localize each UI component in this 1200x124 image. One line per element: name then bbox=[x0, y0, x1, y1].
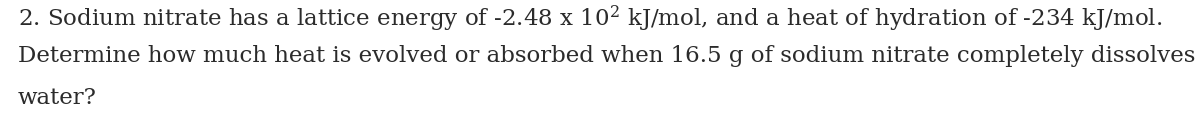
Text: Determine how much heat is evolved or absorbed when 16.5 g of sodium nitrate com: Determine how much heat is evolved or ab… bbox=[18, 45, 1200, 67]
Text: 2. Sodium nitrate has a lattice energy of -2.48 x 10$^2$ kJ/mol, and a heat of h: 2. Sodium nitrate has a lattice energy o… bbox=[18, 4, 1163, 34]
Text: water?: water? bbox=[18, 87, 97, 109]
